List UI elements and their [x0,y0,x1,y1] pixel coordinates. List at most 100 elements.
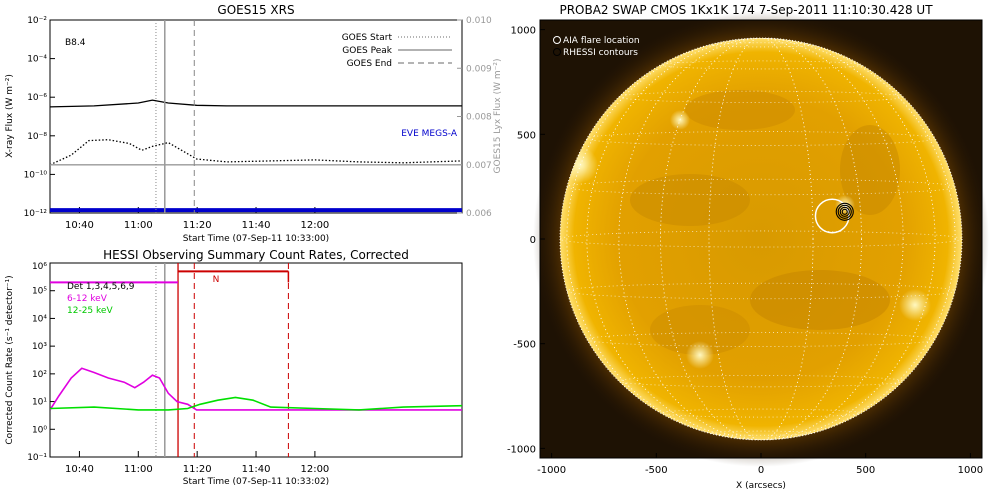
swap-x-tick-label: -500 [645,465,668,476]
goes-series-0 [50,99,462,108]
rhessi-contour [835,202,854,221]
goes-y2-tick-label: 0.006 [466,209,492,219]
swap-y-tick-label: 1000 [511,26,536,37]
latitude-line [566,282,956,300]
longitude-line [708,38,814,440]
hessi-y-tick-label: 10⁰ [32,425,47,435]
swap-x-axis: -1000 -500 0 500 1000 [537,453,983,476]
latitude-line [586,131,936,146]
hessi-series-group [50,270,462,411]
hessi-x-tick-label: 11:00 [124,464,153,475]
goes-x-tick-label: 11:00 [124,220,153,231]
latitude-line [560,230,962,248]
solar-limb [559,37,963,441]
swap-x-tick-label: 500 [856,465,875,476]
aia-flare-circle [814,198,850,234]
goes-y-axis: 10⁻² 10⁻⁴ 10⁻⁶ 10⁻⁸ 10⁻¹⁰ 10⁻¹² [24,16,55,219]
goes-y-tick-label: 10⁻⁴ [27,55,47,65]
goes-y-tick-label: 10⁻² [27,16,47,26]
rhessi-contour [839,206,850,217]
swap-y-tick-label: -500 [513,340,536,351]
hessi-legend-12-25: 12-25 keV [67,306,113,316]
goes-y2-label: GOES15 Lyx Flux (W m⁻²) [493,59,503,174]
longitude-line [660,38,862,440]
goes-series-1 [50,139,462,166]
goes-y2-tick-label: 0.007 [466,161,492,171]
goes-title: GOES15 XRS [217,3,294,17]
goes-plot-frame [49,19,463,214]
hessi-y-tick-label: 10² [32,370,47,380]
longitude-line [586,38,936,440]
swap-legend-aia: AIA flare location [563,36,640,46]
swap-panel: PROBA2 SWAP CMOS 1Kx1K 174 7-Sep-2011 11… [507,3,989,491]
swap-y-axis: 1000 500 0 -500 -1000 [507,26,545,455]
longitude-line [566,38,956,440]
goes-x-tick-label: 12:00 [300,220,329,231]
hessi-x-tick-label: 11:40 [242,464,271,475]
hessi-y-tick-label: 10⁶ [32,262,47,272]
hessi-y-tick-label: 10⁻¹ [27,453,47,463]
swap-x-label: X (arcsecs) [736,481,786,491]
goes-x-tick-label: 10:40 [65,220,94,231]
hessi-y-tick-label: 10³ [32,342,47,352]
swap-x-tick-label: 0 [758,465,764,476]
goes-y2-tick-label: 0.010 [466,16,492,26]
goes-legend: GOES Start GOES Peak GOES End EVE MEGS-A [342,33,458,139]
solar-features [562,90,931,369]
hessi-y-tick-label: 10⁵ [32,287,47,297]
rhessi-contour [841,208,848,215]
goes-y-tick-label: 10⁻¹² [24,209,48,219]
hessi-y-axis: 10⁶ 10⁵ 10⁴ 10³ 10² 10¹ 10⁰ 10⁻¹ [27,262,55,463]
hessi-y-tick-label: 10¹ [32,398,47,408]
goes-xrs-panel: GOES15 XRS B8.4 10⁻²10⁻⁴10⁻⁶10⁻⁸10⁻¹⁰10⁻… [5,3,503,244]
goes-y-tick-label: 10⁻⁶ [27,93,47,103]
swap-legend: AIA flare location RHESSI contours [553,36,640,58]
swap-legend-rhessi: RHESSI contours [563,48,638,58]
swap-x-tick-label: -1000 [537,465,566,476]
goes-y-tick-label: 10⁻⁸ [27,132,47,142]
latitude-line [618,375,904,388]
latitude-line [708,430,814,436]
goes-legend-eve: EVE MEGS-A [401,129,458,139]
hessi-markers [155,263,289,457]
swap-y-tick-label: 500 [517,130,536,141]
goes-legend-peak: GOES Peak [342,46,392,56]
goes-class-label: B8.4 [65,38,86,48]
hessi-x-label: Start Time (07-Sep-11 10:33:02) [183,477,329,487]
rhessi-legend-symbol [553,48,561,56]
aia-legend-symbol [553,36,561,44]
hessi-x-axis: 10:40 11:00 11:20 11:40 12:00 [65,451,329,475]
hessi-series-0 [50,367,462,411]
hessi-series-1 [50,396,462,411]
swap-title: PROBA2 SWAP CMOS 1Kx1K 174 7-Sep-2011 11… [559,3,933,17]
hessi-title: HESSI Observing Summary Count Rates, Cor… [103,248,409,262]
goes-series-group [50,99,462,213]
goes-x-label: Start Time (07-Sep-11 10:33:00) [183,234,329,244]
swap-y-tick-label: 0 [530,235,536,246]
swap-x-tick-label: 1000 [958,465,983,476]
hessi-legend: Det 1,3,4,5,6,9 6-12 keV 12-25 keV [67,282,135,316]
goes-y-tick-label: 10⁻¹⁰ [24,170,48,180]
latitude-line [660,60,862,70]
goes-x-tick-label: 11:20 [183,220,212,231]
goes-legend-start: GOES Start [342,33,393,43]
goes-legend-end: GOES End [347,59,392,69]
rhessi-contour [837,204,852,219]
flare-marks [814,198,854,234]
hessi-legend-detectors: Det 1,3,4,5,6,9 [67,282,135,292]
hessi-y-label: Corrected Count Rate (s⁻¹ detector⁻¹) [5,275,15,444]
hessi-legend-6-12: 6-12 keV [67,294,108,304]
goes-y2-tick-label: 0.009 [466,64,492,74]
goes-y-label: X-ray Flux (W m⁻²) [5,74,15,158]
hessi-panel: HESSI Observing Summary Count Rates, Cor… [5,248,463,487]
longitude-line [618,38,904,440]
hessi-x-tick-label: 12:00 [300,464,329,475]
goes-x-tick-label: 11:40 [242,220,271,231]
swap-y-tick-label: -1000 [507,444,536,455]
goes-y2-tick-label: 0.008 [466,113,492,123]
hessi-x-tick-label: 10:40 [65,464,94,475]
hessi-plot-frame [49,262,463,458]
goes-markers [155,20,195,213]
hessi-night-label: N [213,275,220,285]
